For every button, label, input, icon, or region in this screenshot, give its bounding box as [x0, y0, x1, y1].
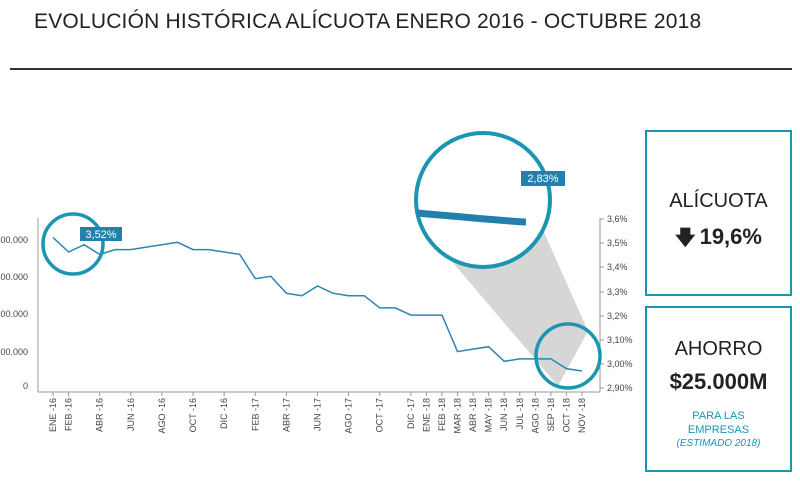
x-axis-label: DIC -17	[406, 398, 416, 429]
right-axis-label: 3,5%	[607, 238, 628, 248]
alicuota-label: ALÍCUOTA	[669, 190, 768, 212]
chart-title: EVOLUCIÓN HISTÓRICA ALÍCUOTA ENERO 2016 …	[34, 10, 702, 33]
alicuota-series-line	[52, 236, 583, 372]
x-axis-label: AGO -17	[344, 398, 354, 434]
x-axis-label: JUN -17	[313, 398, 323, 431]
alicuota-value-row: 🡇 19,6%	[647, 223, 790, 257]
x-axis-label: FEB -17	[250, 398, 260, 431]
right-axis-label: 3,3%	[607, 287, 628, 297]
x-axis-label: AGO -16	[157, 398, 167, 434]
highlight-circle-end	[534, 322, 602, 390]
ahorro-subtitle: PARA LAS EMPRESAS (ESTIMADO 2018)	[647, 409, 790, 451]
right-axis-label: 3,10%	[607, 335, 633, 345]
right-axis-label: 2,90%	[607, 383, 633, 393]
left-axis-label: 800.000	[0, 235, 28, 245]
x-axis-label: FEB -16	[64, 398, 74, 431]
x-axis-label: MAY -18	[484, 398, 494, 432]
highlight-circles: 3,52%	[41, 212, 602, 390]
callout-label-start-bg	[80, 227, 122, 241]
highlight-circle-start	[41, 212, 105, 276]
x-axis-label: ABR -18	[468, 398, 478, 432]
right-axis-label: 3,6%	[607, 214, 628, 224]
x-axis-label: SEP -18	[546, 398, 556, 431]
callout-label-bg	[521, 171, 565, 186]
right-axis-label: 3,00%	[607, 359, 633, 369]
ahorro-sub1: PARA LAS	[692, 410, 745, 422]
x-axis-ticks: ENE -16 FEB -16 ABR -16 JUN -16 AGO -16 OCT -…	[48, 392, 587, 434]
callout-label-start: 3,52%	[85, 229, 116, 241]
ahorro-sub2: EMPRESAS	[687, 424, 750, 436]
x-axis-label: DIC -16	[219, 398, 229, 429]
left-axis-label: 400.000	[0, 309, 28, 319]
ahorro-box: AHORRO $25.000M PARA LAS EMPRESAS (ESTIM…	[645, 306, 792, 472]
left-axis-ticks: 800.000 600.000 400.000 200.000 0	[0, 235, 28, 391]
x-axis-label: ENE -16	[48, 398, 58, 432]
right-axis-label: 3,4%	[607, 262, 628, 272]
ahorro-value: $25.000M	[669, 369, 768, 394]
alicuota-box: ALÍCUOTA 🡇 19,6%	[645, 130, 792, 296]
x-axis-label: JUL -18	[515, 398, 525, 429]
right-axis-label: 3,2%	[607, 311, 628, 321]
title-divider	[10, 68, 792, 70]
x-axis-label: OCT -18	[561, 398, 571, 432]
x-axis-label: MAR -18	[453, 398, 463, 434]
left-axis-label: 600.000	[0, 272, 28, 282]
alicuota-value: 19,6%	[699, 224, 762, 249]
zoom-callout: 2,83%	[414, 131, 588, 386]
callout-label-zoom: 2,83%	[527, 173, 558, 185]
line-chart: 2,83% 800.000 600.000 400.000 200.000 0 3,6%…	[0, 131, 633, 434]
right-axis-ticks: 3,6% 3,5% 3,4% 3,3% 3,2% 3,10% 3,00% 2,90%	[600, 214, 633, 393]
x-axis-label: ABR -17	[281, 398, 291, 432]
ahorro-label: AHORRO	[674, 338, 763, 360]
left-axis-label: 200.000	[0, 347, 28, 357]
x-axis-label: NOV -18	[577, 398, 587, 433]
x-axis-label: JUN -16	[126, 398, 136, 431]
x-axis-label: JUN -18	[499, 398, 509, 431]
x-axis-label: FEB -18	[437, 398, 447, 431]
x-axis-label: ENE -18	[421, 398, 431, 432]
x-axis-label: OCT -16	[188, 398, 198, 432]
arrow-down-icon: 🡇	[675, 227, 696, 249]
x-axis-label: AGO -18	[530, 398, 540, 434]
zoom-series-segment	[416, 209, 527, 226]
x-axis-label: OCT -17	[375, 398, 385, 432]
ahorro-sub3: (ESTIMADO 2018)	[676, 438, 761, 449]
x-axis-label: ABR -16	[95, 398, 105, 432]
left-axis-label: 0	[23, 381, 28, 391]
zoom-circle	[414, 131, 552, 269]
